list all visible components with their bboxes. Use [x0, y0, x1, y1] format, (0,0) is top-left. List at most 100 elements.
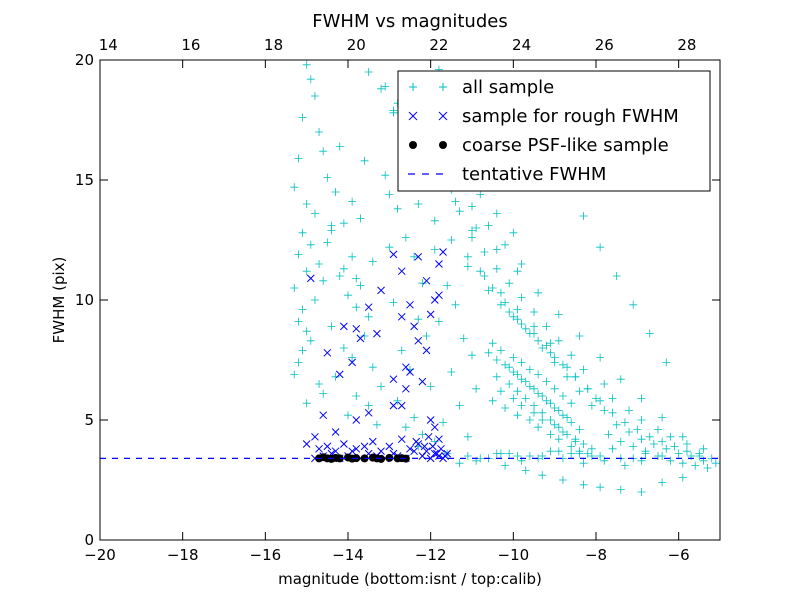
rough-fwhm-point — [426, 310, 435, 319]
x-tick-label: −18 — [167, 546, 199, 564]
all-sample-point — [587, 452, 596, 460]
all-sample-point — [356, 281, 365, 290]
rough-fwhm-point — [422, 447, 431, 456]
all-sample-point — [480, 248, 489, 256]
rough-fwhm-point — [406, 368, 414, 376]
all-sample-point — [335, 142, 344, 151]
y-tick-label: 0 — [84, 531, 94, 549]
all-sample-point — [430, 216, 439, 225]
chart-title: FWHM vs magnitudes — [312, 11, 507, 32]
top-tick-label: 20 — [347, 36, 366, 54]
all-sample-point — [616, 375, 625, 384]
rough-fwhm-point — [414, 252, 423, 261]
all-sample-point — [579, 212, 588, 220]
x-tick-label: −14 — [332, 546, 364, 564]
all-sample-point — [364, 401, 373, 410]
all-sample-point — [579, 459, 588, 468]
all-sample-point — [521, 466, 530, 475]
rough-fwhm-point — [348, 447, 356, 456]
all-sample-point — [348, 197, 357, 206]
all-sample-point — [348, 252, 357, 261]
all-sample-point — [302, 267, 311, 276]
all-sample-point — [563, 413, 572, 422]
all-sample-point — [451, 300, 460, 309]
all-sample-point — [360, 332, 369, 340]
rough-fwhm-point — [426, 416, 435, 424]
legend-marker-x — [438, 111, 448, 121]
all-sample-point — [633, 425, 642, 434]
all-sample-point — [496, 449, 505, 458]
all-sample-point — [344, 291, 352, 300]
all-sample-point — [538, 416, 547, 424]
all-sample-point — [670, 442, 679, 451]
all-sample-point — [513, 315, 522, 324]
all-sample-point — [501, 461, 510, 470]
rough-fwhm-point — [430, 449, 439, 458]
legend-entry: sample for rough FWHM — [408, 106, 679, 127]
all-sample-point — [414, 315, 423, 324]
all-sample-point — [381, 171, 390, 180]
all-sample-point — [505, 449, 514, 458]
all-sample-point — [327, 322, 336, 331]
all-sample-point — [550, 404, 559, 412]
all-sample-point — [662, 358, 671, 367]
legend-marker-x — [408, 111, 418, 121]
rough-fwhm-point — [397, 401, 406, 410]
all-sample-point — [530, 384, 538, 393]
all-sample-point — [625, 428, 634, 436]
rough-fwhm-point — [340, 440, 348, 448]
rough-fwhm-point — [335, 370, 344, 379]
all-sample-point — [339, 219, 348, 228]
legend: all sample sample for rough FWHM coarse PS… — [397, 70, 711, 192]
all-sample-point — [517, 358, 526, 367]
all-sample-point — [521, 394, 530, 403]
all-sample-point — [335, 272, 344, 280]
all-sample-point — [480, 272, 489, 280]
all-sample-point — [294, 358, 303, 367]
legend-label: coarse PSF-like sample — [462, 135, 669, 156]
all-sample-point — [658, 413, 667, 422]
all-sample-point — [344, 411, 352, 420]
all-sample-point — [306, 240, 315, 249]
all-sample-point — [620, 418, 629, 427]
all-sample-point — [290, 284, 299, 292]
all-sample-point — [534, 336, 543, 345]
all-sample-point — [323, 238, 332, 247]
rough-fwhm-point — [435, 260, 443, 268]
all-sample-point — [468, 202, 476, 211]
rough-fwhm-point — [340, 322, 348, 331]
all-sample-point — [505, 363, 514, 372]
all-sample-point — [414, 200, 423, 208]
all-sample-point — [530, 322, 538, 331]
all-sample-point — [455, 459, 464, 468]
legend-marker-dot — [409, 141, 417, 149]
all-sample-point — [654, 425, 662, 434]
all-sample-point — [711, 459, 720, 468]
all-sample-point — [476, 267, 485, 276]
top-tick-label: 14 — [99, 36, 118, 54]
all-sample-point — [315, 128, 324, 136]
all-sample-point — [310, 92, 319, 100]
all-sample-point — [463, 262, 472, 271]
all-sample-point — [459, 334, 468, 343]
all-sample-point — [517, 260, 526, 268]
rough-fwhm-point — [430, 296, 439, 304]
all-sample-point — [567, 351, 576, 360]
all-sample-point — [546, 416, 555, 424]
all-sample-point — [463, 452, 472, 460]
all-sample-point — [352, 303, 361, 312]
x-tick-label: −16 — [250, 546, 282, 564]
all-sample-point — [637, 435, 646, 444]
all-sample-point — [567, 442, 576, 451]
series-dot — [315, 453, 410, 463]
all-sample-point — [364, 312, 373, 321]
all-sample-point — [563, 430, 572, 439]
all-sample-point — [488, 339, 497, 348]
all-sample-point — [579, 365, 588, 374]
all-sample-point — [682, 447, 691, 456]
all-sample-point — [368, 257, 377, 266]
all-sample-point — [401, 233, 410, 242]
all-sample-point — [645, 432, 654, 441]
all-sample-point — [315, 380, 324, 388]
